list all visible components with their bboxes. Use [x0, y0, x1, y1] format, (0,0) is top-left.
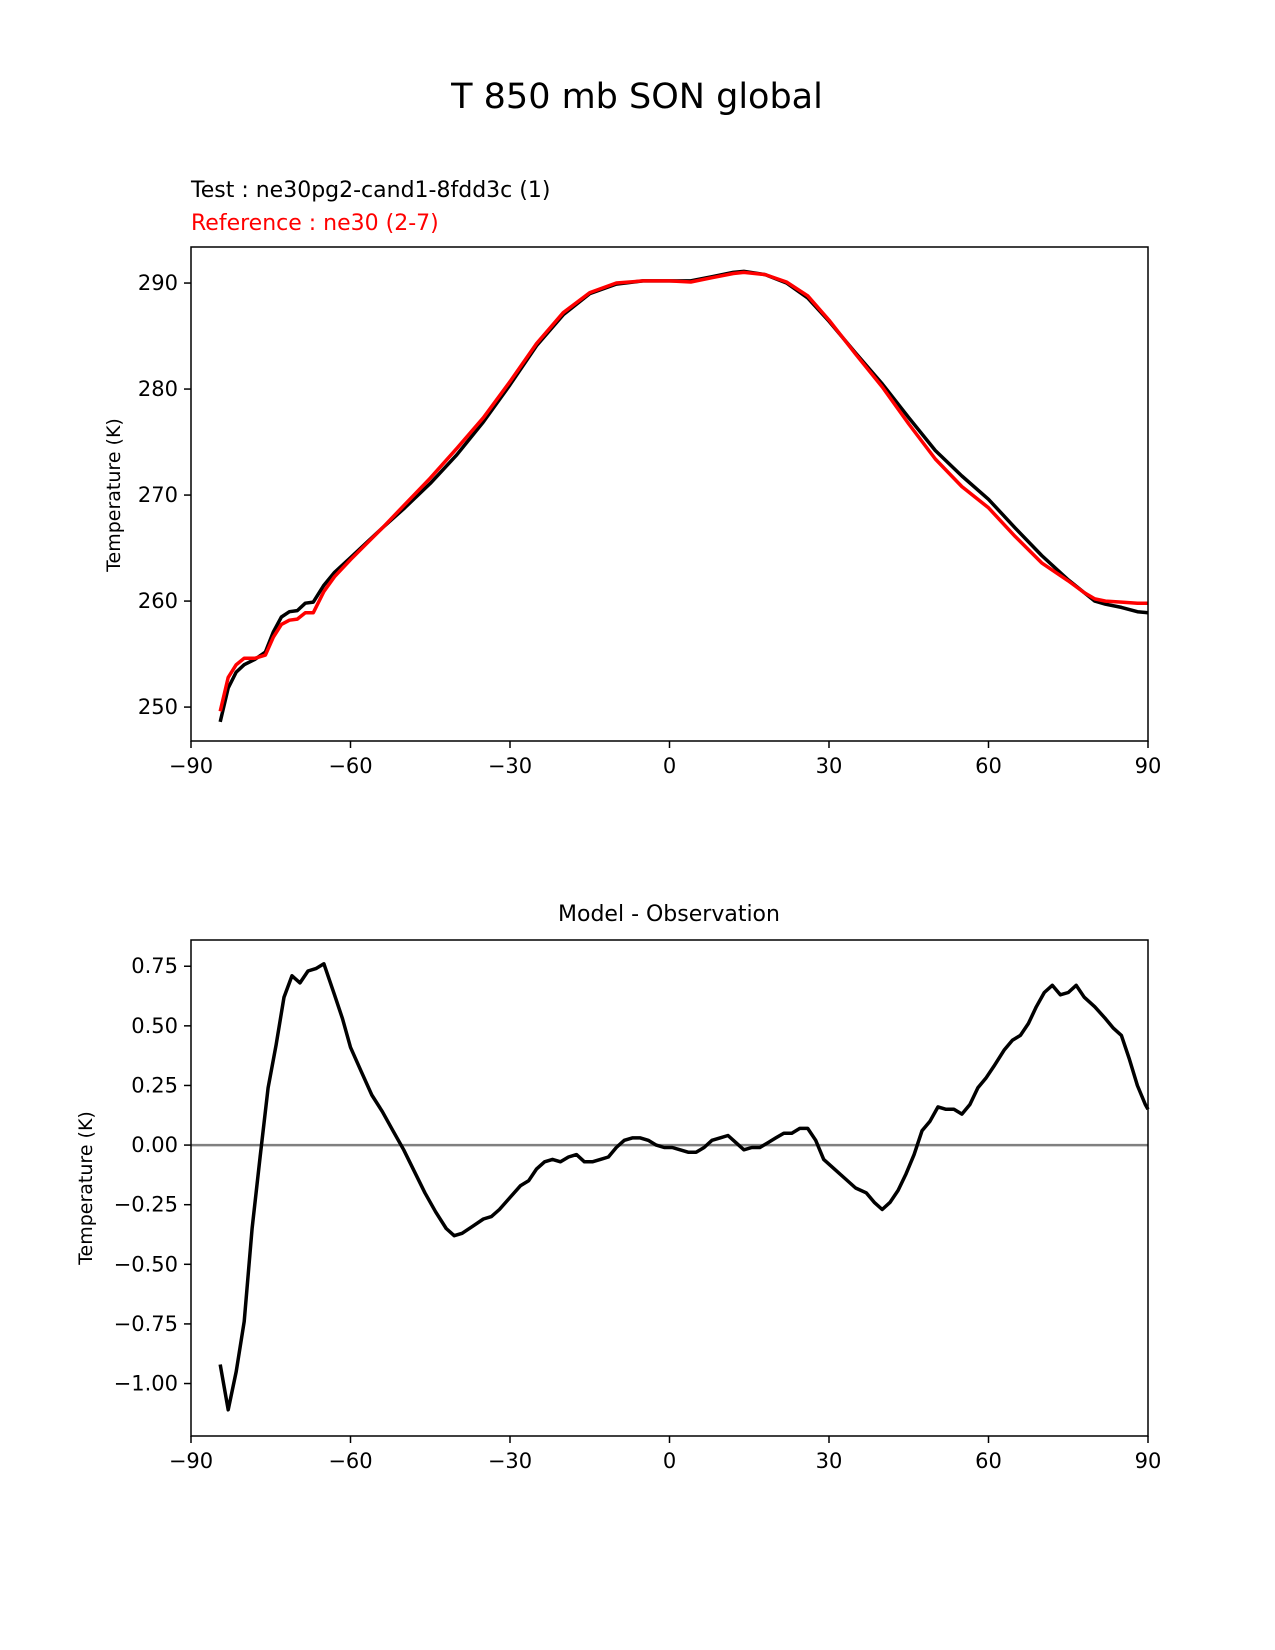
bottom-y-tick-label: −0.25	[114, 1193, 178, 1217]
bottom-x-tick-label: 60	[975, 1449, 1002, 1473]
bottom-panel-title: Model - Observation	[558, 902, 780, 927]
top-x-tick-label: 30	[816, 754, 843, 778]
top-x-tick-label: 60	[975, 754, 1002, 778]
bottom-y-tick-label: 0.75	[131, 954, 178, 978]
bottom-panel: Model - Observation Temperature (K) −90−…	[75, 902, 1161, 1473]
bottom-x-tick-label: 30	[816, 1449, 843, 1473]
bottom-x-tick-label: 90	[1135, 1449, 1162, 1473]
bottom-y-tick-label: 0.50	[131, 1014, 178, 1038]
bottom-x-tick-label: −30	[488, 1449, 532, 1473]
top-x-tick-label: 90	[1135, 754, 1162, 778]
top-x-tick-label: −60	[328, 754, 372, 778]
figure-title: T 850 mb SON global	[450, 77, 823, 117]
bottom-y-tick-label: −0.75	[114, 1312, 178, 1336]
top-y-tick-label: 280	[138, 377, 178, 401]
top-x-tick-label: −90	[169, 754, 213, 778]
top-y-axis-label: Temperature (K)	[103, 418, 125, 573]
top-y-tick-label: 290	[138, 271, 178, 295]
bottom-plot-area: −90 −60 −30 0 30 60 90 −1.00 −0.75 −0.50 −0.25 0.00…	[114, 939, 1162, 1473]
bottom-y-tick-label: 0.25	[131, 1073, 178, 1097]
bottom-y-axis-label: Temperature (K)	[75, 1111, 97, 1266]
top-plot-area: −90 −60 −30 0 30 60 90 250 260 270 280 290	[138, 246, 1162, 778]
top-x-tick-label: −30	[488, 754, 532, 778]
legend-test-label: Test : ne30pg2-cand1-8fdd3c (1)	[190, 178, 550, 203]
bottom-series-line-0	[218, 962, 1150, 1412]
bottom-y-tick-label: −0.50	[114, 1252, 178, 1276]
top-y-tick-label: 270	[138, 483, 178, 507]
bottom-x-tick-label: −60	[328, 1449, 372, 1473]
bottom-y-tick-label: −1.00	[114, 1372, 178, 1396]
bottom-x-tick-label: −90	[169, 1449, 213, 1473]
top-series-line-1	[218, 270, 1148, 712]
legend-reference-label: Reference : ne30 (2-7)	[191, 211, 439, 236]
bottom-x-tick-label: 0	[663, 1449, 676, 1473]
top-x-tick-label: 0	[663, 754, 676, 778]
top-panel: Test : ne30pg2-cand1-8fdd3c (1) Referenc…	[103, 178, 1161, 778]
top-y-tick-label: 260	[138, 589, 178, 613]
top-y-tick-label: 250	[138, 695, 178, 719]
bottom-y-tick-label: 0.00	[131, 1133, 178, 1157]
